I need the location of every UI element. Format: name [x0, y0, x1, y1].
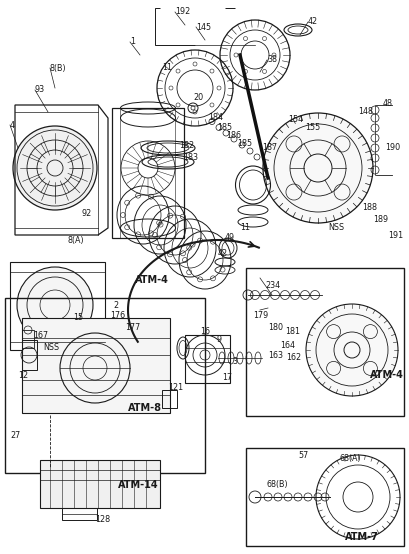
- Bar: [22, 330, 34, 348]
- Text: 42: 42: [218, 249, 227, 258]
- Text: 186: 186: [225, 131, 240, 140]
- Bar: [40, 460, 160, 508]
- Text: 179: 179: [252, 310, 267, 320]
- Bar: [62, 508, 97, 520]
- Text: 187: 187: [261, 143, 276, 152]
- Text: 162: 162: [285, 353, 300, 362]
- Text: 68(B): 68(B): [266, 480, 288, 490]
- Text: 177: 177: [125, 324, 140, 332]
- Bar: [162, 390, 177, 408]
- Text: 155: 155: [304, 124, 319, 132]
- Bar: [245, 268, 403, 416]
- Bar: [22, 318, 170, 413]
- Text: 8(B): 8(B): [50, 64, 67, 73]
- Text: 8(A): 8(A): [68, 235, 84, 244]
- Bar: [112, 108, 184, 238]
- Text: 185: 185: [236, 138, 252, 147]
- Text: 42: 42: [307, 18, 317, 27]
- Text: 57: 57: [297, 450, 308, 459]
- Text: 154: 154: [287, 115, 302, 125]
- Text: 68(A): 68(A): [339, 454, 361, 463]
- Text: 16: 16: [200, 327, 209, 336]
- Text: 12: 12: [18, 371, 28, 379]
- Bar: [245, 448, 403, 546]
- Text: 128: 128: [95, 516, 110, 525]
- Circle shape: [262, 113, 372, 223]
- Text: ATM-14: ATM-14: [118, 480, 158, 490]
- Text: 11: 11: [239, 223, 249, 233]
- Text: NSS: NSS: [43, 343, 59, 352]
- Text: 9: 9: [216, 336, 222, 345]
- Text: 184: 184: [207, 114, 222, 122]
- Text: 145: 145: [196, 23, 211, 32]
- Text: 192: 192: [175, 8, 190, 17]
- Text: 11: 11: [162, 64, 172, 73]
- Bar: [5, 298, 204, 473]
- Bar: [184, 335, 229, 383]
- Text: 20: 20: [193, 94, 202, 102]
- Text: ATM-4: ATM-4: [135, 275, 169, 285]
- Text: 49: 49: [225, 233, 234, 243]
- Text: 182: 182: [179, 141, 193, 150]
- Circle shape: [17, 267, 93, 343]
- Text: 191: 191: [387, 230, 402, 239]
- Text: 167: 167: [33, 331, 48, 340]
- Text: 188: 188: [361, 203, 376, 213]
- Text: 148: 148: [357, 107, 372, 116]
- Text: 189: 189: [372, 216, 387, 224]
- Text: 17: 17: [221, 373, 231, 382]
- Text: 27: 27: [10, 430, 20, 439]
- Text: 1: 1: [130, 38, 135, 47]
- Text: ATM-7: ATM-7: [344, 532, 378, 542]
- Text: 183: 183: [182, 153, 198, 162]
- Text: 38: 38: [266, 55, 276, 64]
- Text: 190: 190: [384, 143, 399, 152]
- Text: 4: 4: [10, 121, 15, 130]
- Text: 92: 92: [82, 208, 92, 218]
- Text: 163: 163: [267, 351, 282, 360]
- Bar: [22, 340, 37, 370]
- Text: ATM-4: ATM-4: [369, 370, 403, 380]
- Text: 180: 180: [267, 324, 282, 332]
- Text: 48: 48: [382, 99, 392, 107]
- Text: 185: 185: [216, 124, 231, 132]
- Circle shape: [305, 304, 397, 396]
- Text: 234: 234: [264, 280, 279, 290]
- Text: 121: 121: [168, 383, 183, 392]
- Text: NSS: NSS: [327, 223, 343, 233]
- Text: ATM-8: ATM-8: [128, 403, 162, 413]
- Text: 176: 176: [110, 310, 125, 320]
- Circle shape: [13, 126, 97, 210]
- Text: 164: 164: [279, 341, 294, 350]
- Text: 15: 15: [73, 314, 83, 322]
- Text: 3: 3: [231, 357, 236, 367]
- Text: 93: 93: [35, 85, 45, 95]
- Text: 181: 181: [284, 327, 299, 336]
- Text: 2: 2: [113, 300, 118, 310]
